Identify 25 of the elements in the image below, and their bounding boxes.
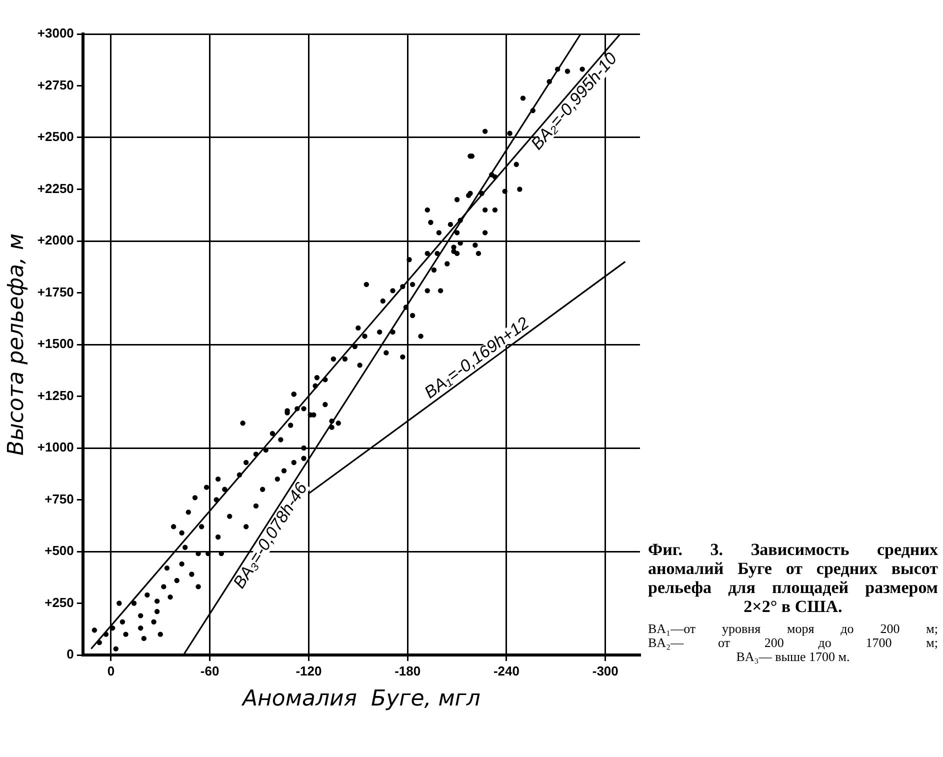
y-tick-label: +2500 [37, 129, 74, 144]
y-tick-label: +1000 [37, 440, 74, 455]
y-axis-title: Высота рельефа, м [4, 233, 29, 456]
text: BA₂— от 200 до 1700 м; [648, 635, 938, 650]
x-tick-label: -240 [493, 663, 520, 678]
y-tick-label: +1500 [37, 336, 74, 352]
y-tick-label: +2000 [37, 232, 74, 248]
y-tick-label: +750 [44, 491, 74, 506]
x-tick-label: -60 [200, 663, 220, 678]
y-tick-label: 0 [66, 646, 74, 662]
text: BA₁—от уровня моря до 200 м; [648, 621, 938, 636]
x-axis-title: Аномалия Буге, мгл [240, 686, 480, 712]
y-tick-label: +500 [44, 543, 74, 558]
x-tick-label: -180 [394, 663, 421, 678]
y-tick-label: +1750 [37, 284, 74, 300]
x-tick-label: 0 [107, 663, 115, 678]
y-tick-label: +2250 [37, 180, 74, 196]
text: Фиг. 3. Зависимость средних аномалий Буге от средних высот рельефа для площадей размером 2×2° в США. [648, 540, 938, 616]
y-tick-label: +2750 [37, 77, 74, 92]
text: BA₃— выше 1700 м. [735, 649, 851, 664]
y-tick-label: +1250 [37, 388, 74, 403]
x-tick-label: -120 [296, 663, 322, 678]
y-tick-label: +3000 [37, 26, 74, 41]
x-tick-label: -300 [592, 663, 618, 678]
y-tick-label: +250 [44, 594, 74, 610]
